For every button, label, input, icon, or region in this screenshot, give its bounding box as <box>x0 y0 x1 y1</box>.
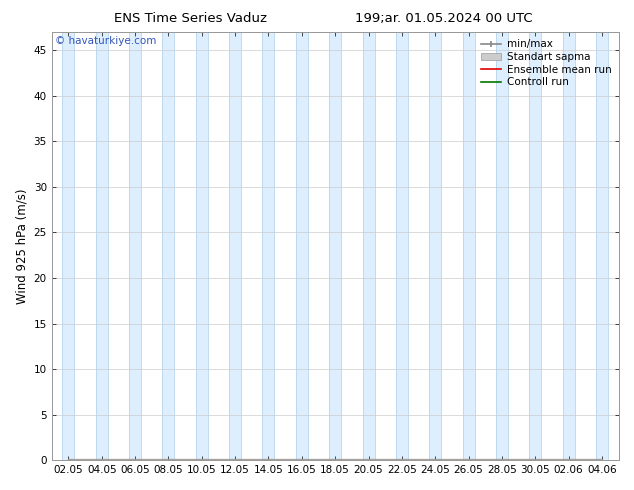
Bar <box>363 32 375 460</box>
Text: ENS Time Series Vaduz: ENS Time Series Vaduz <box>113 12 267 25</box>
Bar <box>396 32 408 460</box>
Bar <box>429 32 441 460</box>
Text: 199;ar. 01.05.2024 00 UTC: 199;ar. 01.05.2024 00 UTC <box>355 12 533 25</box>
Bar <box>196 32 208 460</box>
Text: © havaturkiye.com: © havaturkiye.com <box>55 36 156 47</box>
Bar <box>529 32 541 460</box>
Bar <box>296 32 307 460</box>
Y-axis label: Wind 925 hPa (m/s): Wind 925 hPa (m/s) <box>15 188 28 304</box>
Bar <box>262 32 275 460</box>
Bar <box>562 32 574 460</box>
Bar <box>162 32 174 460</box>
Bar <box>596 32 608 460</box>
Bar <box>62 32 74 460</box>
Bar <box>463 32 475 460</box>
Bar <box>229 32 241 460</box>
Legend: min/max, Standart sapma, Ensemble mean run, Controll run: min/max, Standart sapma, Ensemble mean r… <box>479 37 614 89</box>
Bar <box>329 32 341 460</box>
Bar <box>129 32 141 460</box>
Bar <box>96 32 108 460</box>
Bar <box>496 32 508 460</box>
